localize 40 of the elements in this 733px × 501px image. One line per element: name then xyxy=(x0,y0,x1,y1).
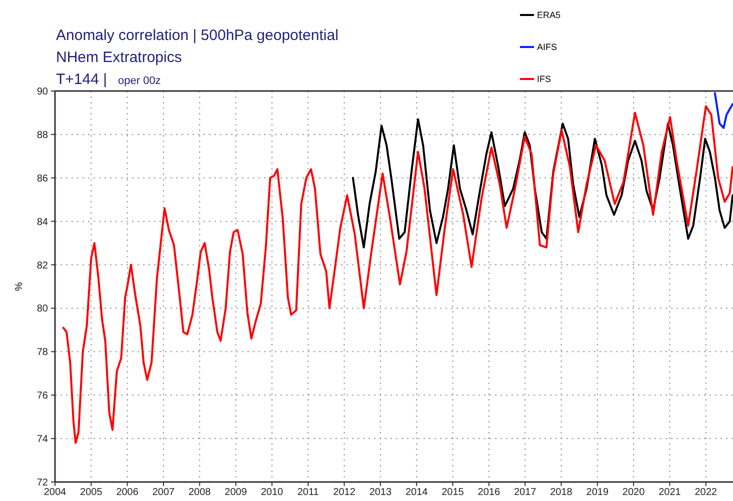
x-tick-label: 2018 xyxy=(550,487,573,498)
x-tick-label: 2015 xyxy=(442,487,464,498)
y-tick-label: 90 xyxy=(36,86,48,98)
y-tick-label: 82 xyxy=(36,260,48,272)
chart-subtitle: NHem Extratropics xyxy=(56,49,182,66)
x-tick-label: 2021 xyxy=(658,487,682,498)
x-tick-label: 2017 xyxy=(514,487,537,498)
x-tick-label: 2020 xyxy=(622,487,646,498)
y-tick-label: 80 xyxy=(36,304,48,315)
chart-title: Anomaly correlation | 500hPa geopotential xyxy=(56,27,338,44)
line-series xyxy=(714,92,733,129)
y-tick-label: 72 xyxy=(36,478,48,488)
x-tick-label: 2008 xyxy=(188,487,212,498)
x-tick-label: 2019 xyxy=(586,487,609,498)
y-tick-label: 84 xyxy=(36,216,48,228)
x-tick-label: 2011 xyxy=(297,487,320,498)
x-tick-label: 2009 xyxy=(224,487,248,498)
y-axis-title: % xyxy=(14,282,25,291)
x-tick-label: 2004 xyxy=(44,487,67,498)
x-tick-label: 2005 xyxy=(80,487,103,498)
x-tick-label: 2016 xyxy=(478,487,500,498)
y-tick-label: 88 xyxy=(36,130,48,141)
x-tick-label: 2007 xyxy=(152,487,176,498)
x-tick-label: 2012 xyxy=(333,487,356,498)
y-tick-label: 76 xyxy=(36,390,48,402)
x-tick-label: 2010 xyxy=(260,487,284,498)
x-tick-label: 2013 xyxy=(369,487,392,498)
legend-label: AIFS xyxy=(537,42,558,52)
y-tick-label: 78 xyxy=(36,347,48,358)
text: oper 00z xyxy=(118,75,161,87)
y-tick-label: 74 xyxy=(36,434,48,446)
x-tick-label: 2006 xyxy=(116,487,139,498)
x-tick-label: 2014 xyxy=(405,487,428,498)
line-series xyxy=(62,105,733,444)
legend-label: IFS xyxy=(537,74,552,84)
y-tick-label: 86 xyxy=(36,173,48,184)
legend-label: ERA5 xyxy=(537,10,561,20)
x-tick-label: 2022 xyxy=(694,487,718,498)
text: T+144 | xyxy=(56,71,108,88)
line-series xyxy=(352,118,733,248)
